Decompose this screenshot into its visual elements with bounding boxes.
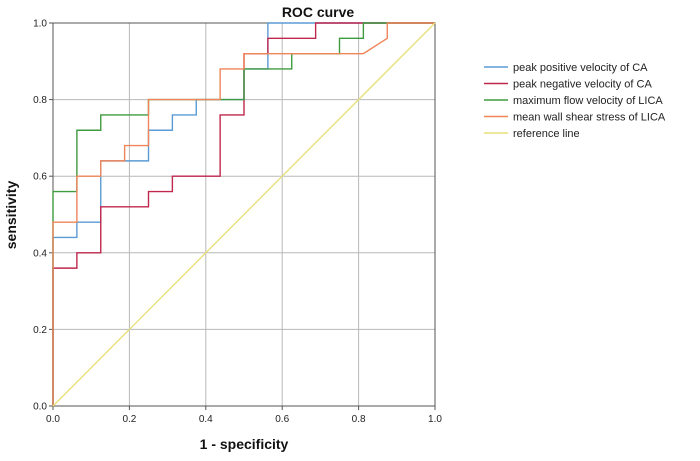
chart-title: ROC curve xyxy=(282,4,355,20)
series-line-maximum-flow-velocity-of-lica xyxy=(52,22,435,406)
y-tick-label: 0.4 xyxy=(33,248,47,259)
x-axis-label: 1 - specificity xyxy=(200,436,289,452)
series-line-mean-wall-shear-stress-of-lica xyxy=(52,22,435,406)
x-tick-label: 0.6 xyxy=(275,414,289,425)
x-tick-label: 0.0 xyxy=(46,414,60,425)
legend-label-maximum-flow-velocity-of-lica: maximum flow velocity of LICA xyxy=(513,95,663,107)
legend: peak positive velocity of CA peak negativ… xyxy=(484,62,666,140)
plot-area: 0.0 0.2 0.4 0.6 0.8 1.0 0.0 0.2 0.4 0.6 0.8 1.0 xyxy=(33,19,442,426)
x-tick-label: 0.8 xyxy=(352,414,366,425)
legend-label-peak-positive-velocity-of-ca: peak positive velocity of CA xyxy=(513,62,648,74)
y-tick-label: 0.0 xyxy=(33,402,47,413)
legend-label-reference-line: reference line xyxy=(513,128,580,140)
legend-label-mean-wall-shear-stress-of-lica: mean wall shear stress of LICA xyxy=(513,112,666,124)
y-tick-label: 1.0 xyxy=(33,19,47,30)
series-line-peak-negative-velocity-of-ca xyxy=(52,22,435,406)
y-tick-label: 0.6 xyxy=(33,172,47,183)
y-tick-label: 0.8 xyxy=(33,95,47,106)
series-line-reference-line xyxy=(52,22,436,407)
y-axis-label: sensitivity xyxy=(3,181,19,250)
legend-label-peak-negative-velocity-of-ca: peak negative velocity of CA xyxy=(513,79,652,91)
x-tick-label: 0.4 xyxy=(199,414,213,425)
y-tick-label: 0.2 xyxy=(33,325,47,336)
x-tick-label: 0.2 xyxy=(122,414,136,425)
x-tick-label: 1.0 xyxy=(428,414,442,425)
